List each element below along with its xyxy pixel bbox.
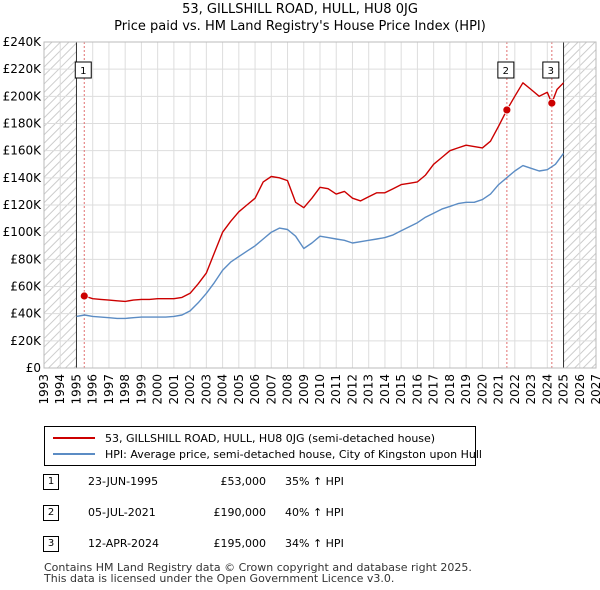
legend-label-hpi: HPI: Average price, semi-detached house,… (105, 447, 482, 461)
x-tick-label: 2009 (297, 374, 311, 405)
y-tick-label: £160K (3, 144, 43, 158)
legend-item-property: 53, GILLSHILL ROAD, HULL, HU8 0JG (semi-… (53, 431, 435, 445)
x-tick-label: 2007 (264, 374, 278, 405)
x-tick-label: 2008 (281, 374, 295, 405)
sale-price: £190,000 (213, 506, 267, 519)
sale-point (547, 98, 557, 108)
x-tick-label: 2023 (524, 374, 538, 405)
x-tick-label: 2006 (248, 374, 262, 405)
hpi-line (76, 152, 565, 320)
sale-date: 23-JUN-1995 (88, 475, 159, 488)
y-tick-label: £20K (10, 334, 42, 348)
x-tick-label: 1996 (86, 374, 100, 405)
sale-hpi-change: 35% ↑ HPI (285, 475, 344, 488)
sale-number-box (542, 61, 560, 79)
plot-frame (43, 41, 597, 369)
y-tick-label: £240K (3, 35, 43, 49)
x-tick-label: 2024 (540, 374, 554, 405)
legend-swatch-property (53, 437, 95, 439)
sale-number-label: 2 (503, 66, 509, 77)
chart-title: 53, GILLSHILL ROAD, HULL, HU8 0JG (182, 2, 418, 17)
sale-point (502, 105, 512, 115)
sale-hpi-change: 40% ↑ HPI (285, 506, 344, 519)
sale-date: 05-JUL-2021 (88, 506, 156, 519)
x-tick-label: 2013 (362, 374, 376, 405)
footer-copyright: Contains HM Land Registry data © Crown c… (44, 561, 472, 574)
y-tick-label: £40K (10, 307, 42, 321)
x-tick-label: 1995 (69, 374, 83, 405)
x-tick-label: 2019 (459, 374, 473, 405)
legend-label-property: 53, GILLSHILL ROAD, HULL, HU8 0JG (semi-… (105, 431, 436, 445)
sale-date: 12-APR-2024 (88, 537, 160, 550)
x-tick-label: 1999 (134, 374, 148, 405)
property-price-line (84, 82, 565, 303)
x-tick-label: 1997 (102, 374, 116, 405)
y-tick-label: £140K (3, 171, 43, 185)
x-tick-label: 2014 (378, 374, 392, 405)
x-tick-label: 2015 (394, 374, 408, 405)
x-tick-label: 2005 (232, 374, 246, 405)
sale-price: £53,000 (220, 475, 267, 488)
sales-row: 3 12-APR-2024 £195,000 34% ↑ HPI (0, 536, 600, 554)
x-tick-label: 2020 (475, 374, 489, 405)
sale-price: £195,000 (213, 537, 267, 550)
sales-row: 2 05-JUL-2021 £190,000 40% ↑ HPI (0, 505, 600, 523)
footer-licence: This data is licensed under the Open Gov… (44, 572, 395, 585)
sale-point (79, 291, 89, 301)
x-tick-label: 2021 (492, 374, 506, 405)
sale-number: 2 (43, 505, 59, 521)
legend: 53, GILLSHILL ROAD, HULL, HU8 0JG (semi-… (44, 426, 482, 466)
sale-number-box (497, 61, 515, 79)
sale-number-box (74, 61, 92, 79)
sale-hpi-change: 34% ↑ HPI (285, 537, 344, 550)
x-tick-label: 2010 (313, 374, 327, 405)
x-tick-label: 2017 (427, 374, 441, 405)
y-tick-label: £220K (3, 62, 43, 76)
x-tick-label: 2001 (167, 374, 181, 405)
legend-item-hpi: HPI: Average price, semi-detached house,… (53, 447, 482, 461)
y-tick-label: £180K (3, 117, 43, 131)
x-tick-label: 1993 (37, 374, 51, 405)
sale-number-label: 1 (80, 66, 86, 77)
y-tick-label: £100K (3, 225, 43, 239)
x-tick-label: 2003 (199, 374, 213, 405)
x-tick-label: 1998 (118, 374, 132, 405)
y-tick-label: £120K (3, 198, 43, 212)
y-tick-label: £200K (3, 89, 43, 103)
x-tick-label: 1994 (53, 374, 67, 405)
x-tick-label: 2002 (183, 374, 197, 405)
legend-swatch-hpi (53, 453, 95, 455)
y-tick-label: £0 (26, 361, 41, 375)
sale-number: 1 (43, 474, 59, 490)
x-tick-label: 2018 (443, 374, 457, 405)
x-tick-label: 2012 (345, 374, 359, 405)
sale-number: 3 (43, 536, 59, 552)
x-tick-label: 2022 (508, 374, 522, 405)
sale-number-label: 3 (548, 66, 554, 77)
x-tick-label: 2027 (589, 374, 600, 405)
y-tick-label: £80K (10, 252, 42, 266)
sales-row: 1 23-JUN-1995 £53,000 35% ↑ HPI (0, 474, 600, 492)
chart-subtitle: Price paid vs. HM Land Registry's House … (114, 19, 486, 34)
x-tick-label: 2011 (329, 374, 343, 405)
x-tick-label: 2000 (151, 374, 165, 405)
x-tick-label: 2025 (557, 374, 571, 405)
x-tick-label: 2004 (216, 374, 230, 405)
y-tick-label: £60K (10, 280, 42, 294)
x-tick-label: 2026 (573, 374, 587, 405)
x-tick-label: 2016 (410, 374, 424, 405)
